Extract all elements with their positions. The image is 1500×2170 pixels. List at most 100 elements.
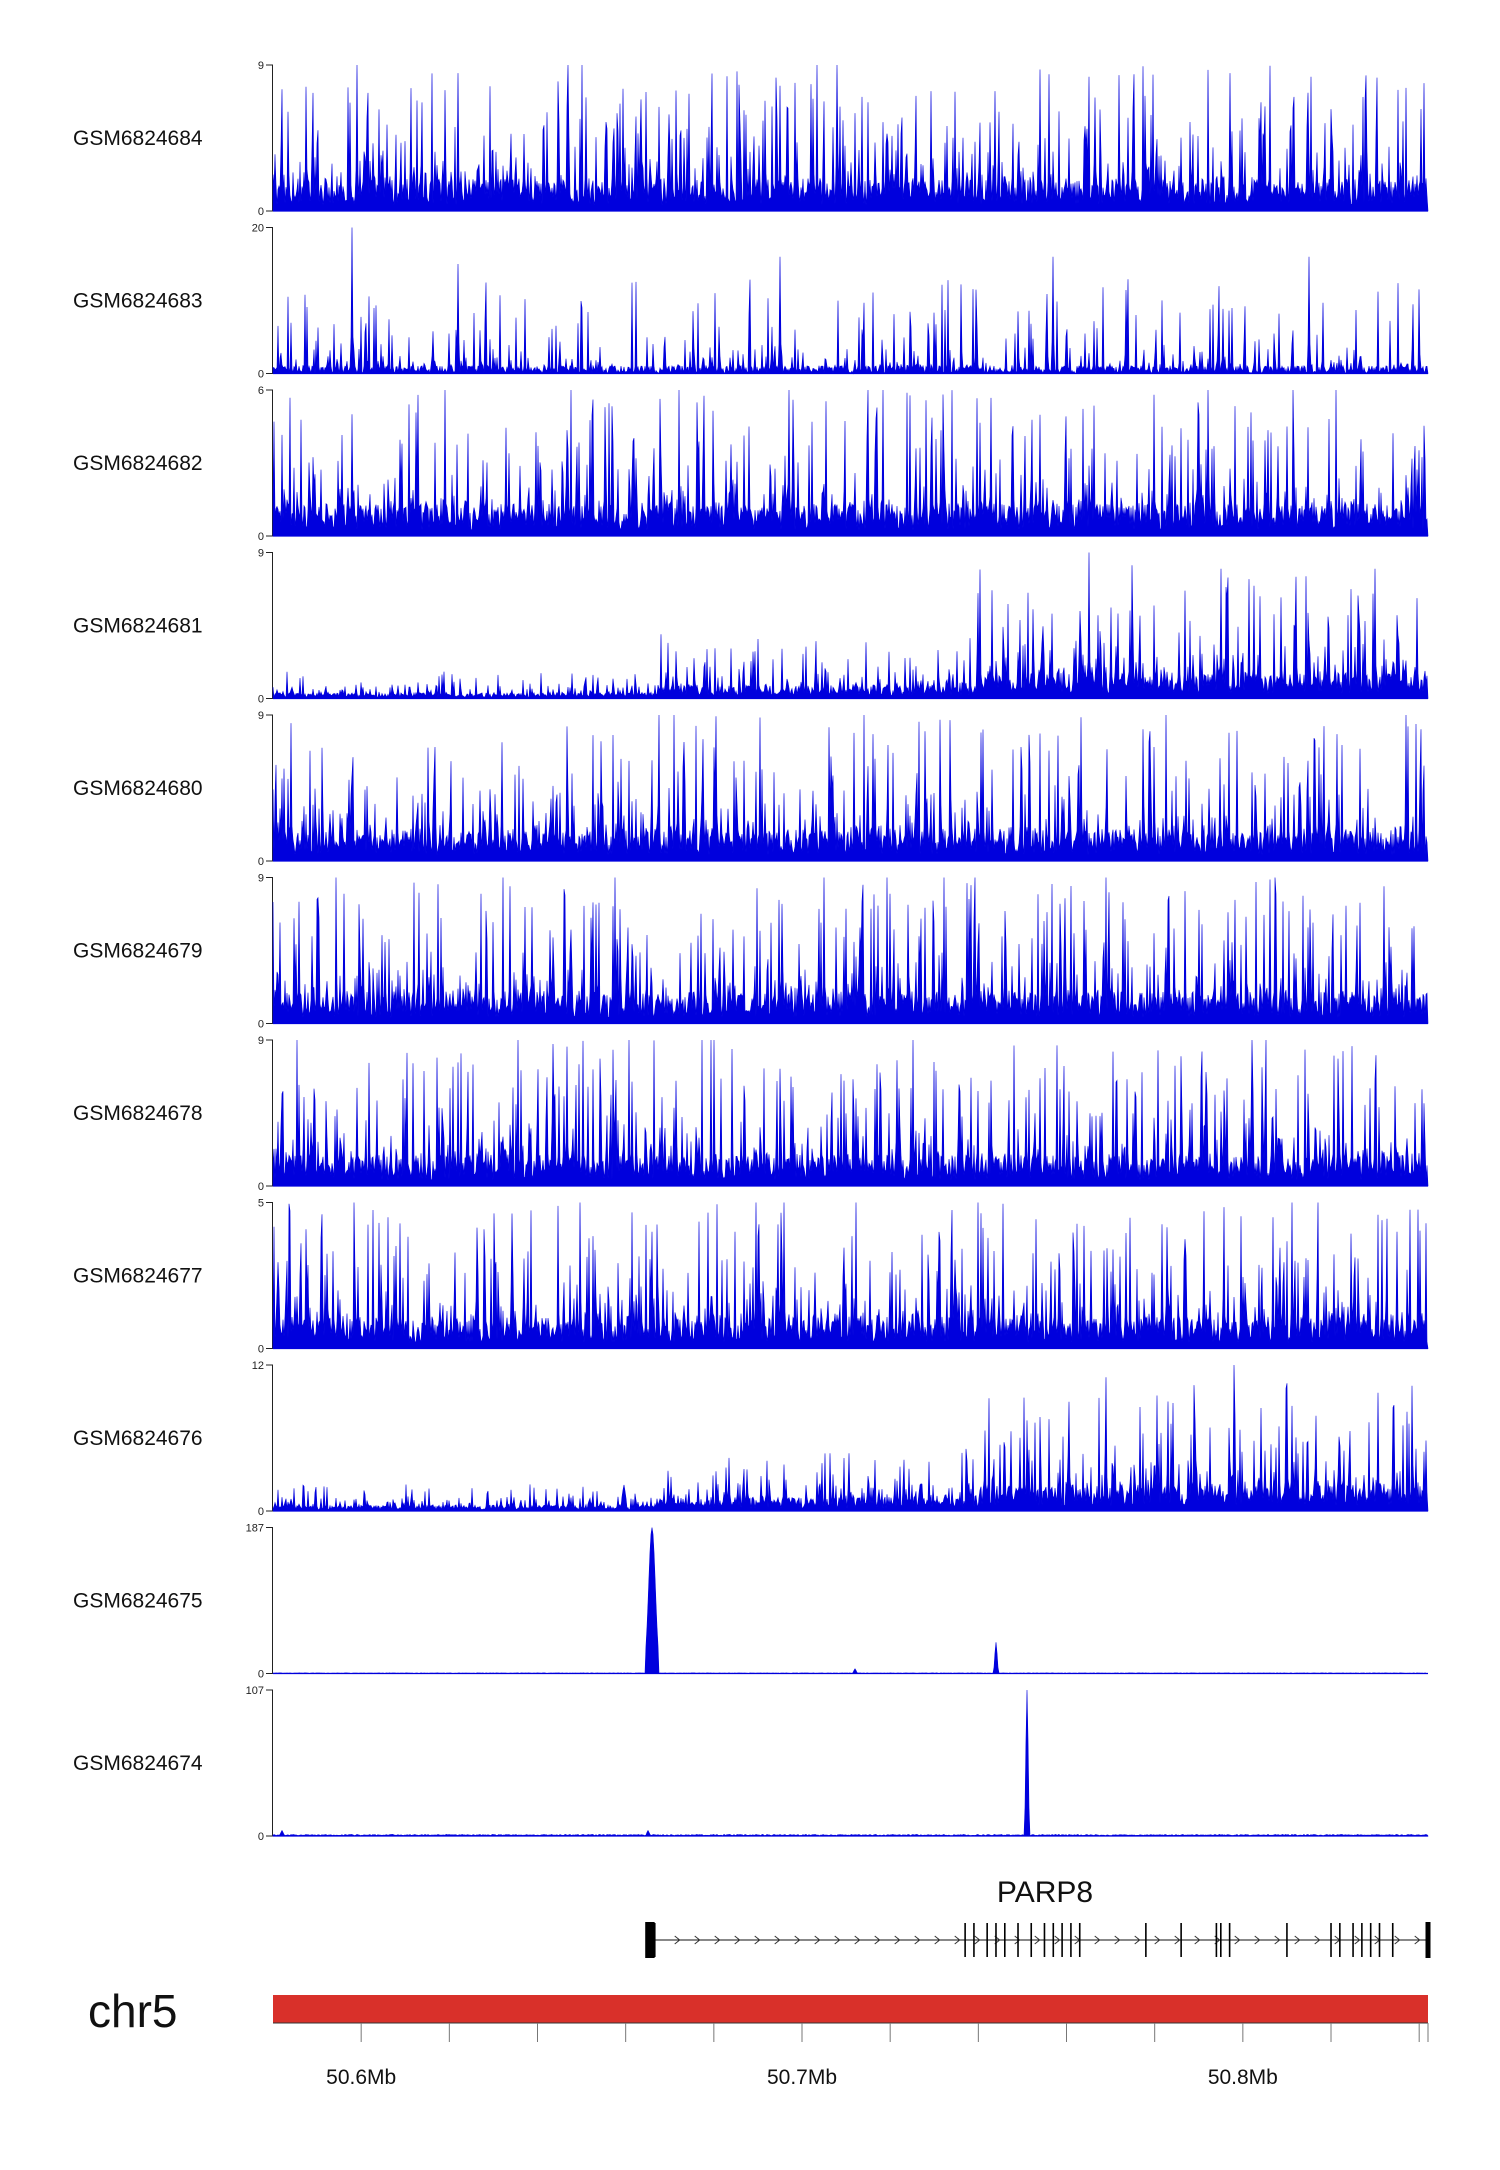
strand-arrow (934, 1935, 941, 1945)
exon (964, 1923, 966, 1957)
coverage-area (272, 1527, 1429, 1674)
strand-arrow (974, 1935, 981, 1945)
y-min-label: 0 (258, 1831, 264, 1843)
strand-arrow (1014, 1935, 1021, 1945)
y-max-label: 9 (258, 60, 264, 72)
strand-arrow (874, 1935, 881, 1945)
exon (1215, 1923, 1218, 1957)
strand-arrow (854, 1935, 861, 1945)
exon (1369, 1923, 1372, 1957)
track-name-label: GSM6824681 (73, 615, 203, 638)
exon (645, 1922, 651, 1958)
track-GSM6824677: GSM6824677 5 0 (73, 1198, 1429, 1356)
strand-arrow (1174, 1935, 1181, 1945)
exon (1339, 1923, 1341, 1957)
strand-arrow (1094, 1935, 1101, 1945)
strand-arrow (1134, 1935, 1141, 1945)
genomic-coordinate-axis: 50.6Mb 50.7Mb 50.8Mb (273, 2022, 1429, 2089)
y-max-label: 107 (246, 1685, 264, 1697)
strand-arrow (914, 1935, 921, 1945)
track-name-label: GSM6824679 (73, 940, 203, 963)
strand-arrow (674, 1935, 681, 1945)
exon (1070, 1923, 1072, 1957)
y-min-label: 0 (258, 206, 264, 218)
strand-arrow (1054, 1935, 1061, 1945)
strand-arrow (954, 1935, 961, 1945)
strand-arrow (794, 1935, 801, 1945)
strand-arrow (1354, 1935, 1361, 1945)
strand-arrow (1034, 1935, 1041, 1945)
coverage-area (272, 227, 1429, 375)
strand-arrow (1234, 1935, 1241, 1945)
strand-arrow (734, 1935, 741, 1945)
exon (973, 1923, 975, 1957)
strand-arrow (694, 1935, 701, 1945)
chromosome-track: chr5 (88, 1985, 1428, 2037)
strand-arrow (1274, 1935, 1281, 1945)
y-max-label: 9 (258, 710, 264, 722)
gene-annotation-track: PARP8 (645, 1876, 1431, 1958)
track-GSM6824679: GSM6824679 9 0 (73, 873, 1429, 1031)
exon (1220, 1923, 1222, 1957)
strand-arrow (1314, 1935, 1321, 1945)
y-max-label: 5 (258, 1198, 264, 1210)
track-name-label: GSM6824680 (73, 777, 203, 800)
exon (649, 1922, 655, 1958)
y-max-label: 187 (246, 1523, 264, 1535)
strand-arrow (1414, 1935, 1421, 1945)
exon (986, 1923, 988, 1957)
x-tick-label: 50.7Mb (767, 2066, 837, 2089)
strand-arrow (1254, 1935, 1261, 1945)
y-max-label: 20 (252, 223, 264, 235)
strand-arrow (1154, 1935, 1161, 1945)
exon (1017, 1923, 1019, 1957)
y-min-label: 0 (258, 531, 264, 543)
strand-arrow (1394, 1935, 1401, 1945)
exon (1078, 1923, 1081, 1957)
coverage-area (272, 714, 1429, 862)
exon (1030, 1923, 1033, 1957)
strand-arrow (1294, 1935, 1301, 1945)
exon (1378, 1923, 1381, 1957)
track-name-label: GSM6824678 (73, 1102, 203, 1125)
y-min-label: 0 (258, 1506, 264, 1518)
coverage-area (272, 1039, 1429, 1187)
track-GSM6824674: GSM6824674 107 0 (73, 1685, 1429, 1843)
coverage-area (272, 877, 1429, 1024)
track-name-label: GSM6824675 (73, 1590, 203, 1613)
x-tick-label: 50.6Mb (326, 2066, 396, 2089)
track-GSM6824678: GSM6824678 9 0 (73, 1035, 1429, 1193)
exon (1352, 1923, 1354, 1957)
y-max-label: 12 (252, 1360, 264, 1372)
exon (1391, 1923, 1394, 1957)
exon (995, 1923, 997, 1957)
strand-arrow (834, 1935, 841, 1945)
strand-arrow (754, 1935, 761, 1945)
y-min-label: 0 (258, 694, 264, 706)
track-GSM6824681: GSM6824681 9 0 (73, 548, 1429, 706)
strand-arrow (774, 1935, 781, 1945)
exon (1361, 1923, 1363, 1957)
y-min-label: 0 (258, 856, 264, 868)
track-GSM6824676: GSM6824676 12 0 (73, 1360, 1429, 1518)
exon (1052, 1923, 1055, 1957)
strand-arrow (814, 1935, 821, 1945)
coverage-area (272, 1689, 1429, 1837)
track-GSM6824680: GSM6824680 9 0 (73, 710, 1429, 868)
y-max-label: 9 (258, 873, 264, 885)
coverage-area (272, 1364, 1429, 1512)
exon (1228, 1923, 1231, 1957)
coverage-area (272, 552, 1429, 699)
track-name-label: GSM6824682 (73, 452, 203, 475)
exon (1425, 1922, 1431, 1958)
exon (1003, 1923, 1006, 1957)
strand-arrow (1194, 1935, 1201, 1945)
strand-arrow (894, 1935, 901, 1945)
y-min-label: 0 (258, 1669, 264, 1681)
y-max-label: 6 (258, 385, 264, 397)
coverage-area (272, 64, 1429, 212)
chromosome-bar (273, 1995, 1428, 2023)
exon (1043, 1923, 1046, 1957)
track-GSM6824683: GSM6824683 20 0 (73, 223, 1429, 381)
